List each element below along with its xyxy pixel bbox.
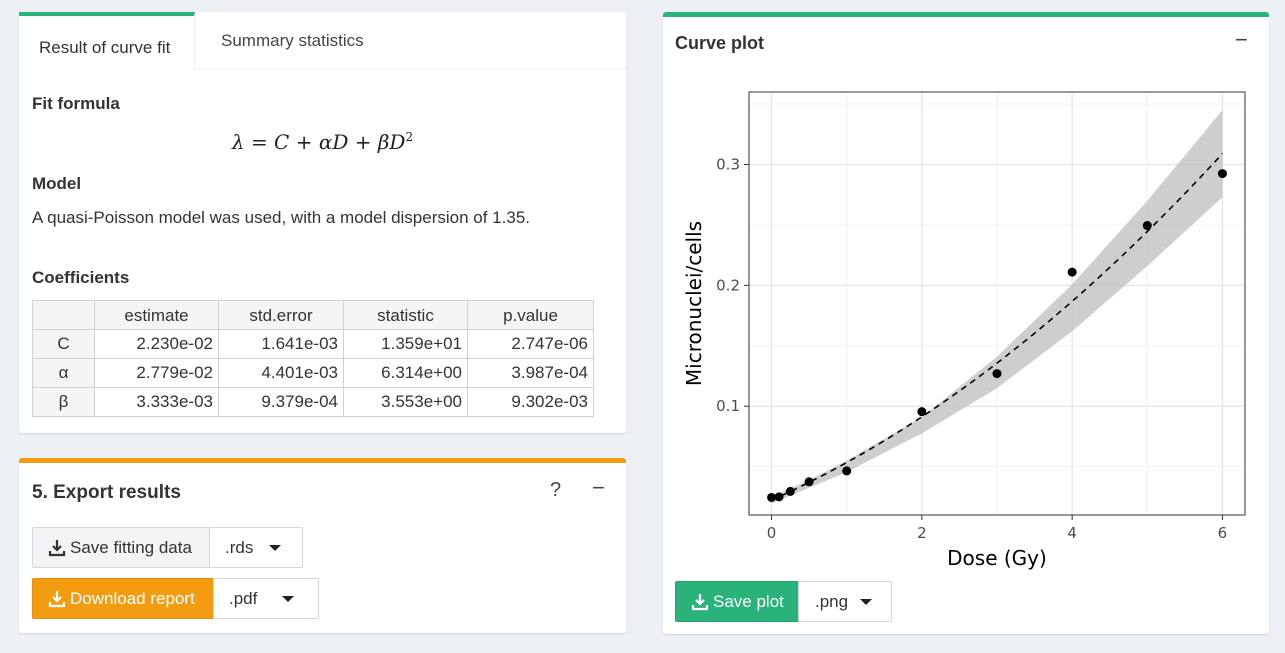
export-results-panel: 5. Export results ? − Save fitting data … — [19, 458, 626, 633]
x-tick-label: 0 — [767, 524, 777, 542]
fit-curve-line — [771, 153, 1224, 501]
table-cell: 1.359e+01 — [343, 329, 468, 359]
table-cell: β — [32, 387, 95, 417]
table-cell: 3.987e-04 — [467, 358, 594, 388]
x-axis-label: Dose (Gy) — [947, 546, 1047, 570]
table-cell: 9.302e-03 — [467, 387, 594, 417]
axis-ticks: 0 2 4 6 0.1 0.2 0.3 — [716, 156, 1227, 542]
table-header-row: estimate std.error statistic p.value — [32, 300, 594, 330]
table-cell: 3.333e-03 — [94, 387, 219, 417]
table-cell: 6.314e+00 — [343, 358, 468, 388]
column-header: estimate — [94, 300, 219, 330]
column-header — [32, 300, 95, 330]
fit-formula: λ = C + αD + βD2 — [19, 130, 626, 154]
data-point — [804, 477, 814, 487]
save-fitting-data-label: Save fitting data — [70, 537, 192, 557]
download-icon — [691, 593, 709, 610]
plot-panel-border — [748, 91, 1246, 516]
y-tick-label: 0.3 — [716, 156, 740, 174]
data-point — [774, 492, 784, 502]
tab-summary-statistics[interactable]: Summary statistics — [221, 31, 364, 50]
data-point — [1067, 267, 1077, 277]
column-header: std.error — [218, 300, 344, 330]
coefficients-table: estimate std.error statistic p.value C 2… — [32, 300, 594, 417]
data-point — [917, 407, 927, 417]
data-point — [1217, 169, 1227, 179]
y-axis-label: Micronuclei/cells — [682, 221, 706, 386]
data-point — [785, 486, 795, 496]
coefficients-heading: Coefficients — [32, 268, 130, 287]
data-points — [767, 169, 1227, 502]
table-cell: 2.747e-06 — [467, 329, 594, 359]
y-tick-label: 0.1 — [716, 397, 740, 415]
curve-plot-panel: Curve plot − 0 2 4 6 0.1 0.2 0.3 Dose (Gy) Mic… — [663, 12, 1269, 634]
fitting-data-format-value: .rds — [225, 537, 254, 557]
report-format-value: .pdf — [229, 588, 258, 608]
caret-down-icon — [282, 595, 295, 602]
table-cell: α — [32, 358, 95, 388]
download-report-label: Download report — [70, 588, 195, 608]
x-tick-label: 6 — [1218, 524, 1228, 542]
fit-formula-main: λ = C + αD + βD — [231, 130, 406, 154]
table-cell: 3.553e+00 — [343, 387, 468, 417]
plot-format-dropdown[interactable]: .png — [798, 581, 892, 622]
table-row: β 3.333e-03 9.379e-04 3.553e+00 9.302e-0… — [32, 387, 594, 417]
column-header: statistic — [343, 300, 468, 330]
table-cell: 1.641e-03 — [218, 329, 344, 359]
table-cell: 2.230e-02 — [94, 329, 219, 359]
model-description: A quasi-Poisson model was used, with a m… — [32, 208, 530, 227]
data-point — [992, 369, 1002, 379]
caret-down-icon — [860, 598, 873, 605]
caret-down-icon — [269, 544, 282, 551]
x-tick-label: 2 — [917, 524, 927, 542]
export-results-title: 5. Export results — [32, 482, 181, 503]
data-point — [842, 466, 852, 476]
collapse-button[interactable]: − — [1235, 27, 1248, 52]
report-format-dropdown[interactable]: .pdf — [213, 578, 319, 619]
results-tabs: Result of curve fit Summary statistics — [19, 12, 626, 70]
table-row: C 2.230e-02 1.641e-03 1.359e+01 2.747e-0… — [32, 329, 594, 359]
fit-formula-exponent: 2 — [405, 130, 414, 144]
plot-format-value: .png — [815, 591, 849, 611]
y-tick-label: 0.2 — [716, 276, 740, 294]
table-cell: 2.779e-02 — [94, 358, 219, 388]
fitting-data-format-dropdown[interactable]: .rds — [209, 527, 303, 568]
data-point — [767, 492, 777, 502]
grid-minor — [749, 92, 1245, 515]
x-tick-label: 4 — [1067, 524, 1077, 542]
table-row: α 2.779e-02 4.401e-03 6.314e+00 3.987e-0… — [32, 358, 594, 388]
model-heading: Model — [32, 174, 82, 193]
column-header: p.value — [467, 300, 594, 330]
collapse-button[interactable]: − — [592, 475, 605, 500]
download-icon — [48, 590, 66, 607]
save-fitting-data-button[interactable]: Save fitting data — [32, 527, 210, 568]
save-plot-button[interactable]: Save plot — [675, 581, 799, 622]
table-cell: 4.401e-03 — [218, 358, 344, 388]
curve-plot-title: Curve plot — [675, 33, 765, 53]
curve-plot-chart: 0 2 4 6 0.1 0.2 0.3 Dose (Gy) Micronuclei/cell… — [682, 91, 1246, 570]
curve-fit-results-panel: Result of curve fit Summary statistics F… — [19, 12, 626, 433]
save-plot-label: Save plot — [713, 591, 784, 611]
download-report-button[interactable]: Download report — [32, 578, 214, 619]
table-cell: 9.379e-04 — [218, 387, 344, 417]
download-icon — [48, 539, 66, 556]
tab-result-of-curve-fit[interactable]: Result of curve fit — [19, 12, 195, 70]
table-cell: C — [32, 329, 95, 359]
fit-formula-heading: Fit formula — [32, 94, 120, 113]
help-button[interactable]: ? — [550, 479, 562, 501]
data-point — [1142, 221, 1152, 231]
